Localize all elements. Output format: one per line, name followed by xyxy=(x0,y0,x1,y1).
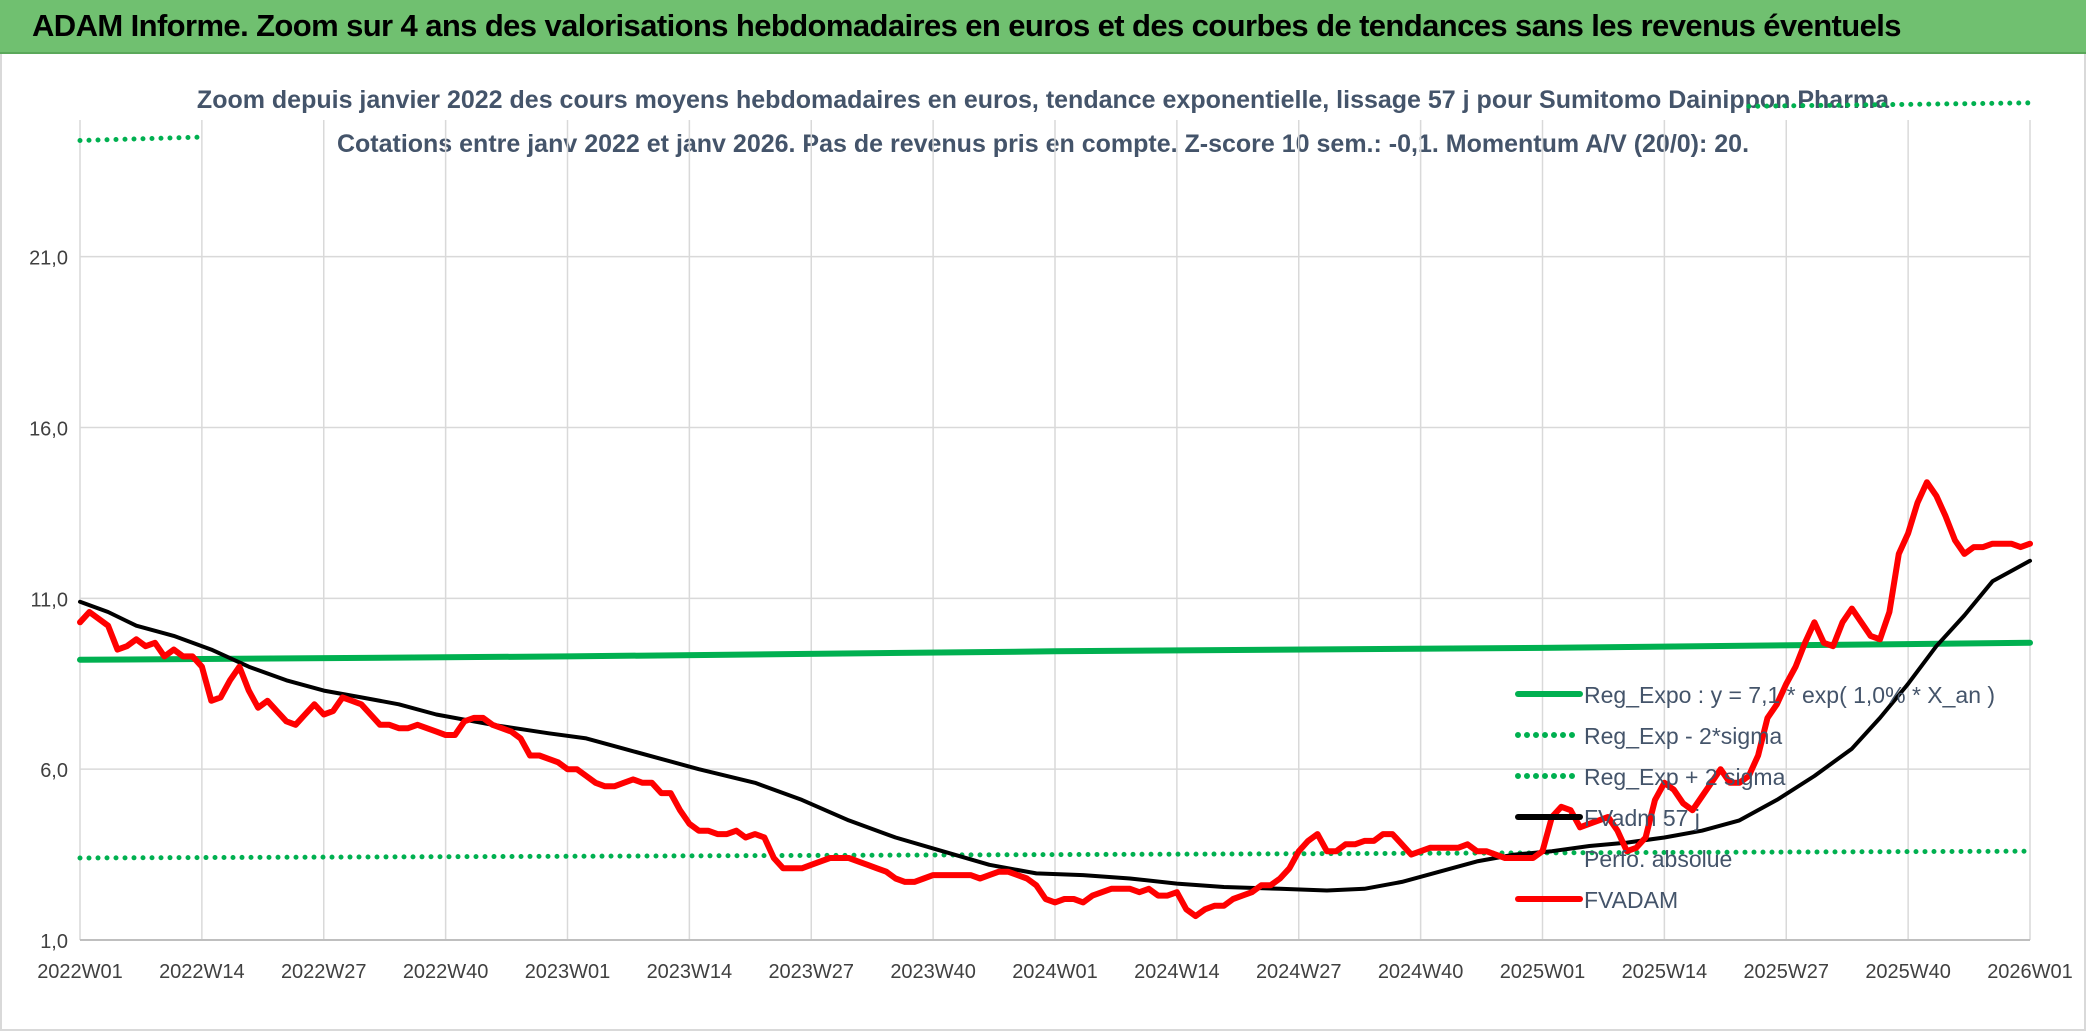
x-tick-label: 2025W27 xyxy=(1743,961,1829,983)
x-tick-label: 2024W27 xyxy=(1256,961,1342,983)
y-tick-label: 6,0 xyxy=(40,760,68,782)
x-tick-label: 2025W14 xyxy=(1622,961,1708,983)
x-tick-label: 2022W01 xyxy=(37,961,123,983)
y-tick-label: 11,0 xyxy=(31,589,68,611)
x-tick-label: 2022W40 xyxy=(403,961,489,983)
chart-axes: 1,0 6,0 11,0 16,0 21,0 2022W01 2022W14 2022W27 2… xyxy=(29,248,2073,983)
legend-label-5: FVADAM xyxy=(1584,887,1678,913)
x-tick-label: 2023W27 xyxy=(768,961,854,983)
chart-frame xyxy=(0,54,2086,1031)
chart-grid xyxy=(79,120,2031,941)
series-line-5 xyxy=(77,479,2033,920)
chart-subtitle: Cotations entre janv 2022 et janv 2026. … xyxy=(337,130,1749,158)
report-banner: ADAM Informe. Zoom sur 4 ans des valoris… xyxy=(0,0,2086,54)
y-tick-label: 16,0 xyxy=(29,419,68,441)
x-tick-label: 2024W40 xyxy=(1378,961,1464,983)
chart-legend: Reg_Expo : y = 7,1 * exp( 1,0% * X_an ) R… xyxy=(1515,682,1995,913)
x-tick-label: 2023W14 xyxy=(647,961,733,983)
legend-label-2: Reg_Exp + 2 sigma xyxy=(1584,764,1786,790)
x-tick-label: 2024W01 xyxy=(1012,961,1098,983)
legend-label-4: Perfo. absolue xyxy=(1584,846,1732,872)
chart-series xyxy=(77,100,2033,920)
x-tick-label: 2024W14 xyxy=(1134,961,1220,983)
x-tick-label: 2023W40 xyxy=(890,961,976,983)
x-tick-label: 2026W01 xyxy=(1987,961,2073,983)
x-tick-label: 2022W27 xyxy=(281,961,367,983)
y-tick-label: 21,0 xyxy=(29,248,68,270)
report-banner-title: ADAM Informe. Zoom sur 4 ans des valoris… xyxy=(32,8,1902,43)
series-line-3 xyxy=(78,558,2032,893)
x-tick-label: 2022W14 xyxy=(159,961,245,983)
series-line-1 xyxy=(77,848,2033,861)
series-line-2-seg-0 xyxy=(77,134,205,143)
x-tick-label: 2025W40 xyxy=(1865,961,1951,983)
chart-title: Zoom depuis janvier 2022 des cours moyen… xyxy=(197,86,1890,114)
y-tick-label: 1,0 xyxy=(40,931,68,953)
x-tick-label: 2025W01 xyxy=(1500,961,1586,983)
legend-label-1: Reg_Exp - 2*sigma xyxy=(1584,723,1782,749)
series-line-0 xyxy=(77,639,2033,663)
legend-label-3: FVadm 57 j xyxy=(1584,805,1700,831)
legend-label-0: Reg_Expo : y = 7,1 * exp( 1,0% * X_an ) xyxy=(1584,682,1995,708)
series-line-2-seg-1 xyxy=(1746,100,2033,109)
x-tick-label: 2023W01 xyxy=(525,961,611,983)
